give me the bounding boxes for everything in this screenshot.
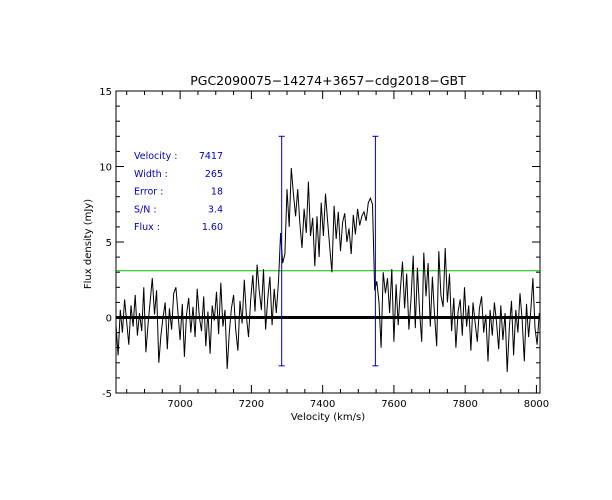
spectrum-line bbox=[115, 167, 540, 372]
stat-value: 265 bbox=[205, 169, 223, 180]
stat-value: 3.4 bbox=[208, 204, 223, 215]
x-tick-label: 7000 bbox=[167, 399, 192, 410]
stat-value: 1.60 bbox=[202, 222, 223, 233]
stat-value: 7417 bbox=[199, 151, 223, 162]
x-axis-label: Velocity (km/s) bbox=[291, 412, 365, 423]
y-tick-label: 10 bbox=[99, 163, 112, 174]
stat-label: Flux : bbox=[134, 222, 160, 233]
stat-label: Velocity : bbox=[134, 151, 178, 162]
stat-value: 18 bbox=[211, 187, 223, 198]
x-tick-label: 8000 bbox=[524, 399, 549, 410]
stat-label: S/N : bbox=[134, 204, 157, 215]
x-tick-label: 7400 bbox=[310, 399, 335, 410]
chart-title: PGC2090075−14274+3657−cdg2018−GBT bbox=[190, 73, 466, 88]
y-tick-label: -5 bbox=[102, 389, 112, 400]
y-tick-label: 0 bbox=[106, 314, 112, 325]
x-tick-label: 7800 bbox=[452, 399, 477, 410]
plot-frame bbox=[115, 90, 541, 394]
x-tick-label: 7600 bbox=[381, 399, 406, 410]
y-axis-label: Flux density (mJy) bbox=[83, 199, 94, 289]
x-tick-label: 7200 bbox=[239, 399, 264, 410]
y-tick-label: 15 bbox=[99, 87, 112, 98]
stat-label: Error : bbox=[134, 187, 163, 198]
stat-label: Width : bbox=[134, 169, 168, 180]
y-tick-label: 5 bbox=[106, 238, 112, 249]
